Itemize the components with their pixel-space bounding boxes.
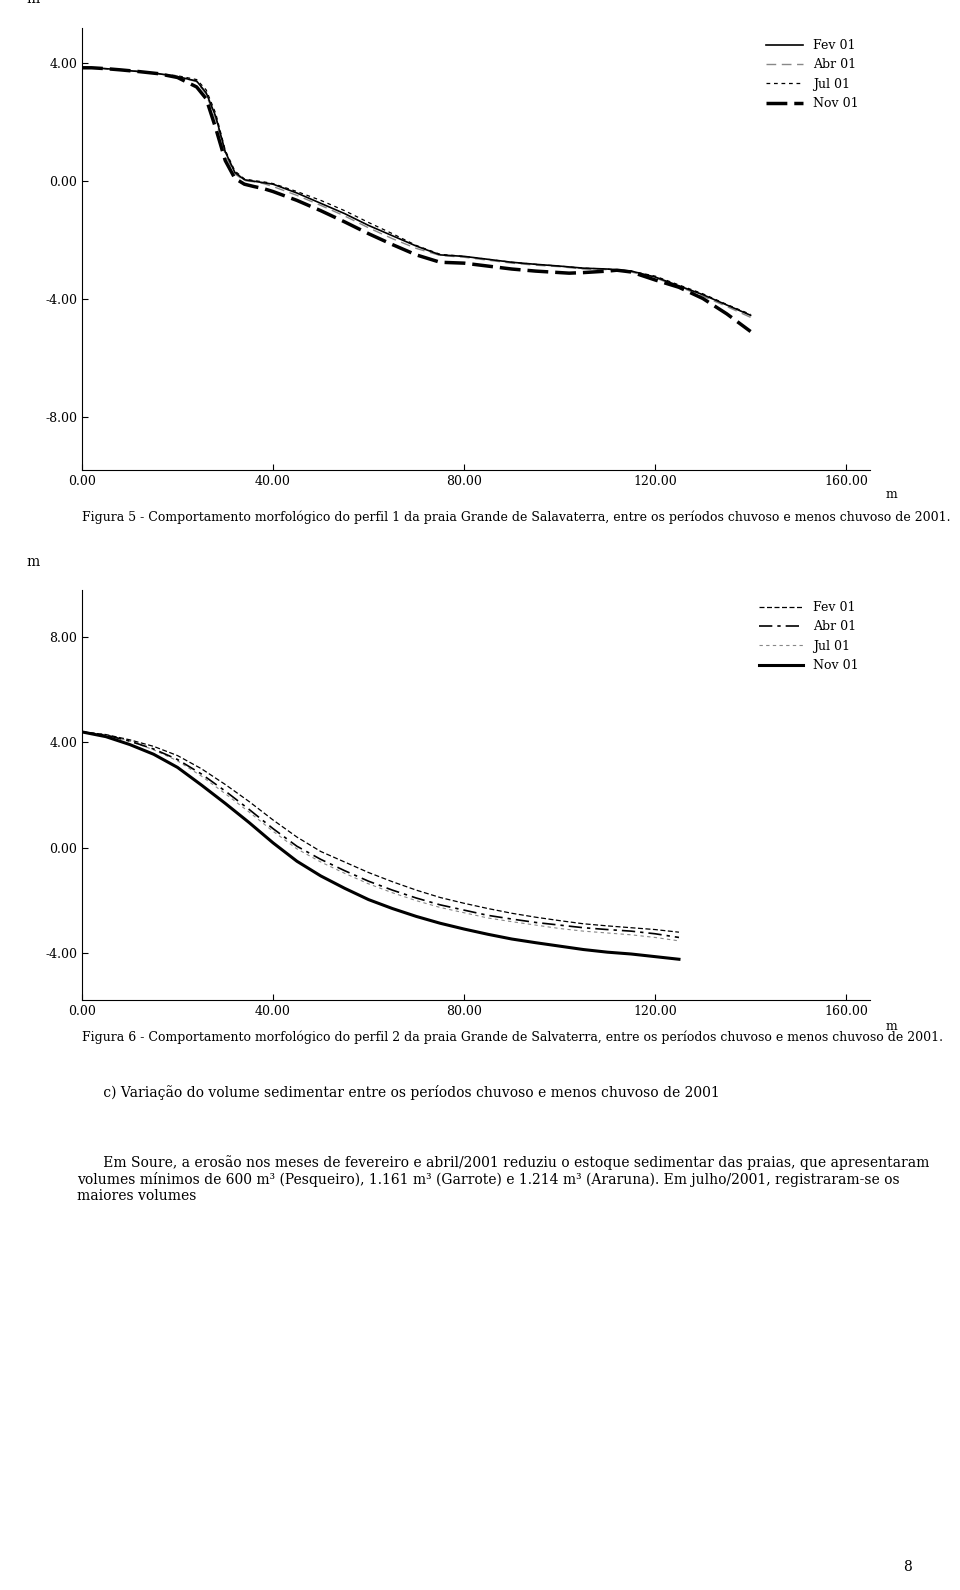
Text: c) Variação do volume sedimentar entre os períodos chuvoso e menos chuvoso de 20: c) Variação do volume sedimentar entre o… — [77, 1084, 720, 1100]
Text: m: m — [27, 555, 40, 569]
Legend: Fev 01, Abr 01, Jul 01, Nov 01: Fev 01, Abr 01, Jul 01, Nov 01 — [760, 35, 864, 114]
Text: Figura 5 - Comportamento morfológico do perfil 1 da praia Grande de Salavaterra,: Figura 5 - Comportamento morfológico do … — [82, 510, 950, 523]
Text: m: m — [886, 488, 898, 501]
Text: 8: 8 — [903, 1560, 912, 1574]
Text: Figura 6 - Comportamento morfológico do perfil 2 da praia Grande de Salvaterra, : Figura 6 - Comportamento morfológico do … — [82, 1030, 943, 1043]
Legend: Fev 01, Abr 01, Jul 01, Nov 01: Fev 01, Abr 01, Jul 01, Nov 01 — [755, 596, 864, 677]
Text: m: m — [27, 0, 40, 6]
Text: m: m — [886, 1021, 898, 1034]
Text: Em Soure, a erosão nos meses de fevereiro e abril/2001 reduziu o estoque sedimen: Em Soure, a erosão nos meses de fevereir… — [77, 1154, 929, 1204]
